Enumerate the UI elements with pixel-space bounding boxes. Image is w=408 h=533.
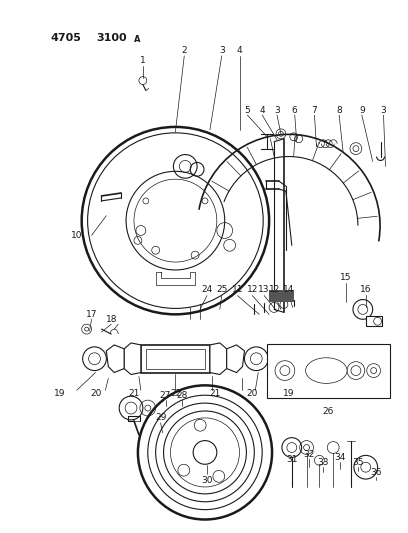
Text: 6: 6 (292, 106, 297, 115)
Bar (366, 316, 381, 326)
Text: 21: 21 (128, 389, 140, 398)
Text: 5: 5 (244, 106, 250, 115)
Text: 33: 33 (317, 458, 329, 467)
Text: 3100: 3100 (96, 33, 127, 43)
Text: 20: 20 (91, 389, 102, 398)
Text: 22: 22 (171, 389, 182, 398)
Text: 12: 12 (247, 285, 258, 294)
Text: 1: 1 (140, 56, 146, 66)
Text: 27: 27 (160, 391, 171, 400)
Bar (267, 344, 390, 398)
Text: 21: 21 (209, 389, 221, 398)
Polygon shape (106, 345, 124, 373)
Text: 8: 8 (336, 106, 342, 115)
Ellipse shape (306, 358, 347, 383)
Text: 3: 3 (219, 46, 225, 55)
Polygon shape (227, 345, 244, 373)
Text: 4: 4 (237, 46, 242, 55)
Polygon shape (210, 343, 227, 375)
Text: 31: 31 (286, 455, 297, 464)
Text: 32: 32 (303, 450, 314, 459)
Text: 17: 17 (86, 310, 97, 319)
Text: A: A (134, 35, 140, 44)
Text: 19: 19 (283, 389, 295, 398)
Text: 26: 26 (323, 407, 334, 416)
Text: 25: 25 (216, 285, 227, 294)
Text: 16: 16 (360, 285, 372, 294)
Text: 29: 29 (155, 414, 166, 423)
Text: 14: 14 (283, 285, 295, 294)
Bar (146, 349, 205, 369)
Text: 4705: 4705 (50, 33, 81, 43)
Text: 12: 12 (269, 285, 281, 294)
Text: 2: 2 (182, 46, 187, 55)
Text: 11: 11 (232, 285, 243, 294)
Text: 9: 9 (359, 106, 365, 115)
Text: 3: 3 (381, 106, 386, 115)
Text: 28: 28 (177, 391, 188, 400)
Text: 3: 3 (274, 106, 280, 115)
Text: 36: 36 (370, 467, 381, 477)
Text: 7: 7 (312, 106, 317, 115)
Text: 34: 34 (335, 453, 346, 462)
Bar (141, 345, 210, 373)
Text: 19: 19 (54, 389, 66, 398)
Text: 10: 10 (71, 231, 82, 240)
Text: 30: 30 (201, 475, 213, 484)
Bar (269, 289, 294, 302)
Text: 15: 15 (340, 273, 352, 282)
Text: 13: 13 (258, 285, 270, 294)
Text: 4: 4 (259, 106, 265, 115)
Text: 20: 20 (247, 389, 258, 398)
Polygon shape (124, 343, 141, 375)
Text: 18: 18 (106, 315, 117, 324)
Text: 24: 24 (201, 285, 213, 294)
Text: 35: 35 (352, 458, 364, 467)
